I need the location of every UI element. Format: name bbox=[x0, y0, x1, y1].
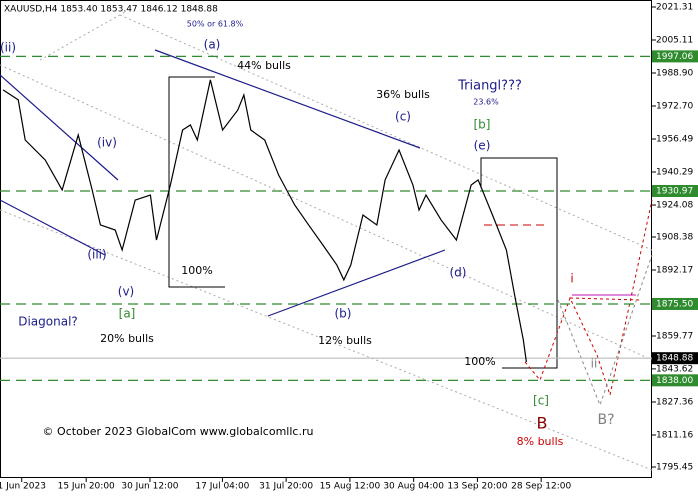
annotation: (e) bbox=[474, 139, 491, 153]
x-tick-label: 30 Jun 12:00 bbox=[121, 482, 178, 492]
y-tick-label: 1940.29 bbox=[656, 168, 693, 178]
annotation: ii bbox=[591, 357, 598, 371]
annotation: 100% bbox=[181, 264, 212, 277]
x-tick-label: 1 Jun 2023 bbox=[0, 482, 46, 492]
level-box bbox=[652, 352, 698, 365]
annotation: 36% bulls bbox=[376, 88, 430, 101]
annotation: (ii) bbox=[0, 41, 16, 55]
annotation: [b] bbox=[474, 118, 491, 132]
level-label: 1848.88 bbox=[656, 354, 693, 364]
level-box bbox=[652, 50, 698, 63]
x-tick-label: 15 Aug 12:00 bbox=[320, 482, 381, 492]
annotation: 23.6% bbox=[473, 98, 499, 107]
trend-lines bbox=[0, 49, 446, 317]
level-label: 1838.00 bbox=[656, 376, 693, 386]
y-tick-label: 2021.31 bbox=[656, 3, 693, 13]
y-tick-label: 1908.38 bbox=[656, 233, 693, 243]
annotation: [c] bbox=[533, 394, 549, 408]
measure-boxes bbox=[168, 76, 558, 369]
x-tick-label: 13 Sep 20:00 bbox=[447, 482, 507, 492]
annotation: 50% or 61.8% bbox=[187, 20, 244, 29]
level-label: 1875.50 bbox=[656, 299, 693, 309]
x-tick-label: 17 Jul 04:00 bbox=[195, 482, 249, 492]
chart-header: XAUUSD,H4 1853.40 1853.47 1846.12 1848.8… bbox=[4, 5, 218, 15]
annotation: i bbox=[570, 272, 573, 286]
annotation: [a] bbox=[119, 307, 136, 321]
annotation: (iii) bbox=[87, 248, 106, 262]
annotation: (b) bbox=[335, 307, 352, 321]
annotation: 20% bulls bbox=[100, 332, 154, 345]
annotation: Diagonal? bbox=[18, 315, 78, 329]
y-tick-label: 1859.77 bbox=[656, 332, 693, 342]
annotation: (a) bbox=[204, 38, 221, 52]
annotation: Triangl??? bbox=[457, 79, 522, 94]
annotation: 12% bulls bbox=[318, 334, 372, 347]
annotation: © October 2023 GlobalCom www.globalcomll… bbox=[43, 425, 314, 438]
projection bbox=[557, 254, 653, 407]
x-tick-label: 31 Jul 20:00 bbox=[259, 482, 313, 492]
projection bbox=[524, 199, 653, 397]
annotation: B? bbox=[597, 412, 614, 428]
y-tick-label: 1843.62 bbox=[656, 364, 693, 374]
y-tick-label: 1956.49 bbox=[656, 135, 693, 145]
y-tick-label: 1795.45 bbox=[656, 463, 693, 473]
annotation: (d) bbox=[450, 266, 467, 280]
annotation: 44% bulls bbox=[237, 59, 291, 72]
annotation: (v) bbox=[118, 285, 134, 299]
channel-lines bbox=[0, 11, 653, 471]
y-tick-label: 1988.90 bbox=[656, 69, 693, 79]
level-label: 1930.97 bbox=[656, 186, 693, 196]
y-tick-label: 1892.17 bbox=[656, 266, 693, 276]
y-tick-label: 1827.36 bbox=[656, 398, 693, 408]
price-line bbox=[2, 79, 527, 363]
x-tick-label: 15 Jun 20:00 bbox=[58, 482, 115, 492]
y-tick-label: 2005.11 bbox=[656, 35, 693, 45]
level-label: 1997.06 bbox=[656, 52, 693, 62]
x-tick-label: 28 Sep 12:00 bbox=[511, 482, 571, 492]
annotation: (iv) bbox=[97, 136, 117, 150]
y-tick-label: 1924.08 bbox=[656, 201, 693, 211]
annotation: (c) bbox=[395, 110, 411, 124]
level-box bbox=[652, 297, 698, 310]
level-box bbox=[652, 184, 698, 197]
plot-frame bbox=[0, 0, 652, 478]
level-box bbox=[652, 374, 698, 387]
annotation: 8% bulls bbox=[517, 435, 564, 448]
y-tick-label: 1811.16 bbox=[656, 431, 693, 441]
x-tick-label: 30 Aug 04:00 bbox=[383, 482, 444, 492]
annotation: B bbox=[537, 414, 548, 433]
y-tick-label: 1972.70 bbox=[656, 102, 693, 112]
annotation: 100% bbox=[464, 355, 495, 368]
